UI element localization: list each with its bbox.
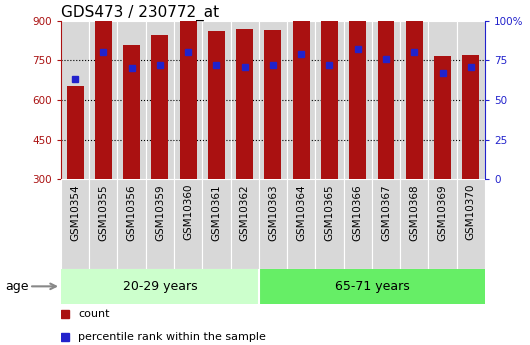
Bar: [377, 11, 394, 179]
FancyBboxPatch shape: [287, 179, 315, 269]
FancyBboxPatch shape: [400, 21, 428, 179]
Text: GSM10370: GSM10370: [466, 184, 476, 240]
FancyBboxPatch shape: [315, 21, 343, 179]
Text: 65-71 years: 65-71 years: [334, 280, 409, 293]
Bar: [406, 0, 423, 179]
Text: GDS473 / 230772_at: GDS473 / 230772_at: [61, 4, 219, 21]
Bar: [349, 0, 366, 179]
FancyBboxPatch shape: [259, 21, 287, 179]
Bar: [67, 86, 84, 179]
Bar: [208, 31, 225, 179]
Bar: [434, 57, 451, 179]
FancyBboxPatch shape: [428, 179, 457, 269]
FancyBboxPatch shape: [231, 21, 259, 179]
Bar: [123, 45, 140, 179]
Text: GSM10360: GSM10360: [183, 184, 193, 240]
Text: GSM10363: GSM10363: [268, 184, 278, 240]
FancyBboxPatch shape: [259, 179, 287, 269]
FancyBboxPatch shape: [61, 179, 89, 269]
FancyBboxPatch shape: [89, 179, 118, 269]
FancyBboxPatch shape: [457, 21, 485, 179]
Bar: [321, 21, 338, 179]
Bar: [264, 30, 281, 179]
FancyBboxPatch shape: [118, 179, 146, 269]
Text: 20-29 years: 20-29 years: [122, 280, 197, 293]
Bar: [236, 29, 253, 179]
Text: GSM10368: GSM10368: [409, 184, 419, 240]
FancyBboxPatch shape: [343, 179, 372, 269]
Text: GSM10365: GSM10365: [324, 184, 334, 240]
FancyBboxPatch shape: [146, 179, 174, 269]
Text: GSM10367: GSM10367: [381, 184, 391, 240]
FancyBboxPatch shape: [457, 179, 485, 269]
Bar: [152, 35, 169, 179]
FancyBboxPatch shape: [372, 179, 400, 269]
Text: GSM10362: GSM10362: [240, 184, 250, 240]
FancyBboxPatch shape: [118, 21, 146, 179]
Text: GSM10361: GSM10361: [211, 184, 222, 240]
Bar: [95, 0, 112, 179]
FancyBboxPatch shape: [61, 21, 89, 179]
Bar: [293, 0, 310, 179]
Bar: [61, 269, 259, 304]
FancyBboxPatch shape: [287, 21, 315, 179]
Bar: [462, 55, 479, 179]
Text: GSM10355: GSM10355: [99, 184, 108, 240]
Text: GSM10364: GSM10364: [296, 184, 306, 240]
Text: GSM10366: GSM10366: [353, 184, 363, 240]
FancyBboxPatch shape: [400, 179, 428, 269]
FancyBboxPatch shape: [146, 21, 174, 179]
Text: percentile rank within the sample: percentile rank within the sample: [78, 332, 266, 342]
FancyBboxPatch shape: [202, 179, 231, 269]
FancyBboxPatch shape: [174, 179, 202, 269]
FancyBboxPatch shape: [231, 179, 259, 269]
FancyBboxPatch shape: [372, 21, 400, 179]
Bar: [259, 269, 485, 304]
FancyBboxPatch shape: [315, 179, 343, 269]
FancyBboxPatch shape: [343, 21, 372, 179]
Text: count: count: [78, 309, 109, 319]
FancyBboxPatch shape: [202, 21, 231, 179]
Text: GSM10356: GSM10356: [127, 184, 137, 240]
FancyBboxPatch shape: [89, 21, 118, 179]
Bar: [180, 0, 197, 179]
Text: age: age: [5, 280, 29, 293]
FancyBboxPatch shape: [174, 21, 202, 179]
Text: GSM10359: GSM10359: [155, 184, 165, 240]
Text: GSM10354: GSM10354: [70, 184, 80, 240]
Text: GSM10369: GSM10369: [438, 184, 447, 240]
FancyBboxPatch shape: [428, 21, 457, 179]
